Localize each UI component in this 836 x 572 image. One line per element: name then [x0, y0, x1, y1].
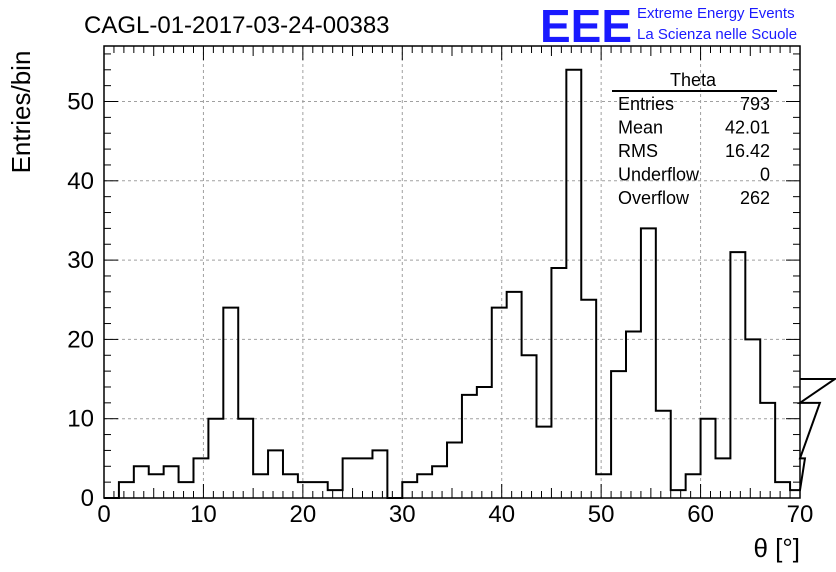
- histogram-bin: [671, 490, 686, 498]
- histogram-bin: [343, 458, 358, 498]
- histogram-bin: [715, 458, 730, 498]
- histogram-bars: [119, 70, 800, 498]
- histogram-bin: [656, 411, 671, 498]
- plot-frame: [103, 45, 801, 499]
- stats-value: 0: [760, 165, 770, 185]
- histogram-bin: [566, 70, 581, 498]
- x-axis-label: θ [°]: [753, 533, 800, 563]
- histogram-outline: [104, 68, 836, 499]
- logo-text: EEE: [540, 0, 632, 52]
- x-tick-label: 40: [488, 501, 515, 528]
- histogram-bin: [611, 371, 626, 498]
- x-tick-label: 10: [190, 501, 217, 528]
- histogram-bin: [760, 403, 775, 498]
- x-tick-label: 60: [687, 501, 714, 528]
- histogram-bin: [745, 339, 760, 498]
- histogram-bin: [492, 308, 507, 498]
- y-tick-label: 10: [67, 406, 94, 433]
- stats-value: 16.42: [725, 141, 770, 161]
- eee-logo: EEE Extreme Energy Events La Scienza nel…: [540, 0, 797, 52]
- histogram-bin: [164, 466, 179, 498]
- histogram-bin: [253, 474, 268, 498]
- histogram-bin: [551, 268, 566, 498]
- histogram-bin: [179, 482, 194, 498]
- histogram-bin: [238, 419, 253, 498]
- histogram-bin: [477, 387, 492, 498]
- histogram-bin: [790, 490, 800, 498]
- histogram-bin: [701, 419, 716, 498]
- y-tick-label: 0: [81, 485, 94, 512]
- histogram-bin: [626, 331, 641, 498]
- histogram-bin: [283, 474, 298, 498]
- x-tick-label: 70: [787, 501, 814, 528]
- stats-label: Mean: [618, 118, 663, 138]
- histogram-bin: [522, 355, 537, 498]
- stats-box: Theta Entries 793 Mean 42.01 RMS 16.42 Underfl…: [612, 70, 777, 208]
- x-tick-labels: 0 10 20 30 40 50 60 70: [97, 501, 813, 528]
- stats-rows: Entries 793 Mean 42.01 RMS 16.42 Underflow 0 Ove…: [618, 94, 770, 208]
- histogram-bin: [358, 458, 373, 498]
- histogram-bin: [596, 474, 611, 498]
- x-tick-label: 20: [290, 501, 317, 528]
- y-tick-label: 20: [67, 326, 94, 353]
- chart-title: CAGL-01-2017-03-24-00383: [84, 12, 390, 39]
- histogram-bin: [119, 482, 134, 498]
- axis-ticks: [103, 46, 801, 499]
- histogram-bin: [432, 466, 447, 498]
- histogram-bin: [686, 474, 701, 498]
- logo-line-1: Extreme Energy Events: [637, 5, 795, 22]
- histogram-bin: [134, 466, 149, 498]
- histogram-bin: [537, 427, 552, 498]
- histogram-bin: [775, 482, 790, 498]
- stats-label: Overflow: [618, 188, 690, 208]
- histogram-bin: [372, 450, 387, 498]
- stats-value: 793: [740, 94, 770, 114]
- y-tick-labels: 0 10 20 30 40 50: [67, 89, 94, 512]
- histogram-bin: [208, 419, 223, 498]
- stats-value: 42.01: [725, 118, 770, 138]
- histogram-bin: [402, 482, 417, 498]
- x-tick-label: 50: [588, 501, 615, 528]
- y-tick-label: 40: [67, 168, 94, 195]
- histogram-bin: [313, 482, 328, 498]
- y-tick-label: 30: [67, 247, 94, 274]
- histogram-bin: [268, 450, 283, 498]
- histogram-bin: [641, 228, 656, 498]
- x-tick-label: 30: [389, 501, 416, 528]
- stats-label: Entries: [618, 94, 674, 114]
- histogram-bin: [462, 395, 477, 498]
- histogram-bin: [447, 442, 462, 498]
- histogram-bin: [581, 300, 596, 498]
- histogram-bin: [298, 482, 313, 498]
- histogram-bin: [730, 252, 745, 498]
- histogram-bin: [507, 292, 522, 498]
- histogram-bin: [149, 474, 164, 498]
- stats-title: Theta: [670, 70, 717, 90]
- y-axis-label: Entries/bin: [6, 51, 36, 174]
- histogram-bin: [417, 474, 432, 498]
- histogram-bin: [223, 308, 238, 498]
- x-tick-label: 0: [97, 501, 110, 528]
- histogram-bin: [328, 490, 343, 498]
- stats-value: 262: [740, 188, 770, 208]
- stats-label: Underflow: [618, 165, 700, 185]
- y-tick-label: 50: [67, 89, 94, 116]
- histogram-bin: [193, 458, 208, 498]
- logo-line-2: La Scienza nelle Scuole: [637, 26, 797, 43]
- stats-label: RMS: [618, 141, 658, 161]
